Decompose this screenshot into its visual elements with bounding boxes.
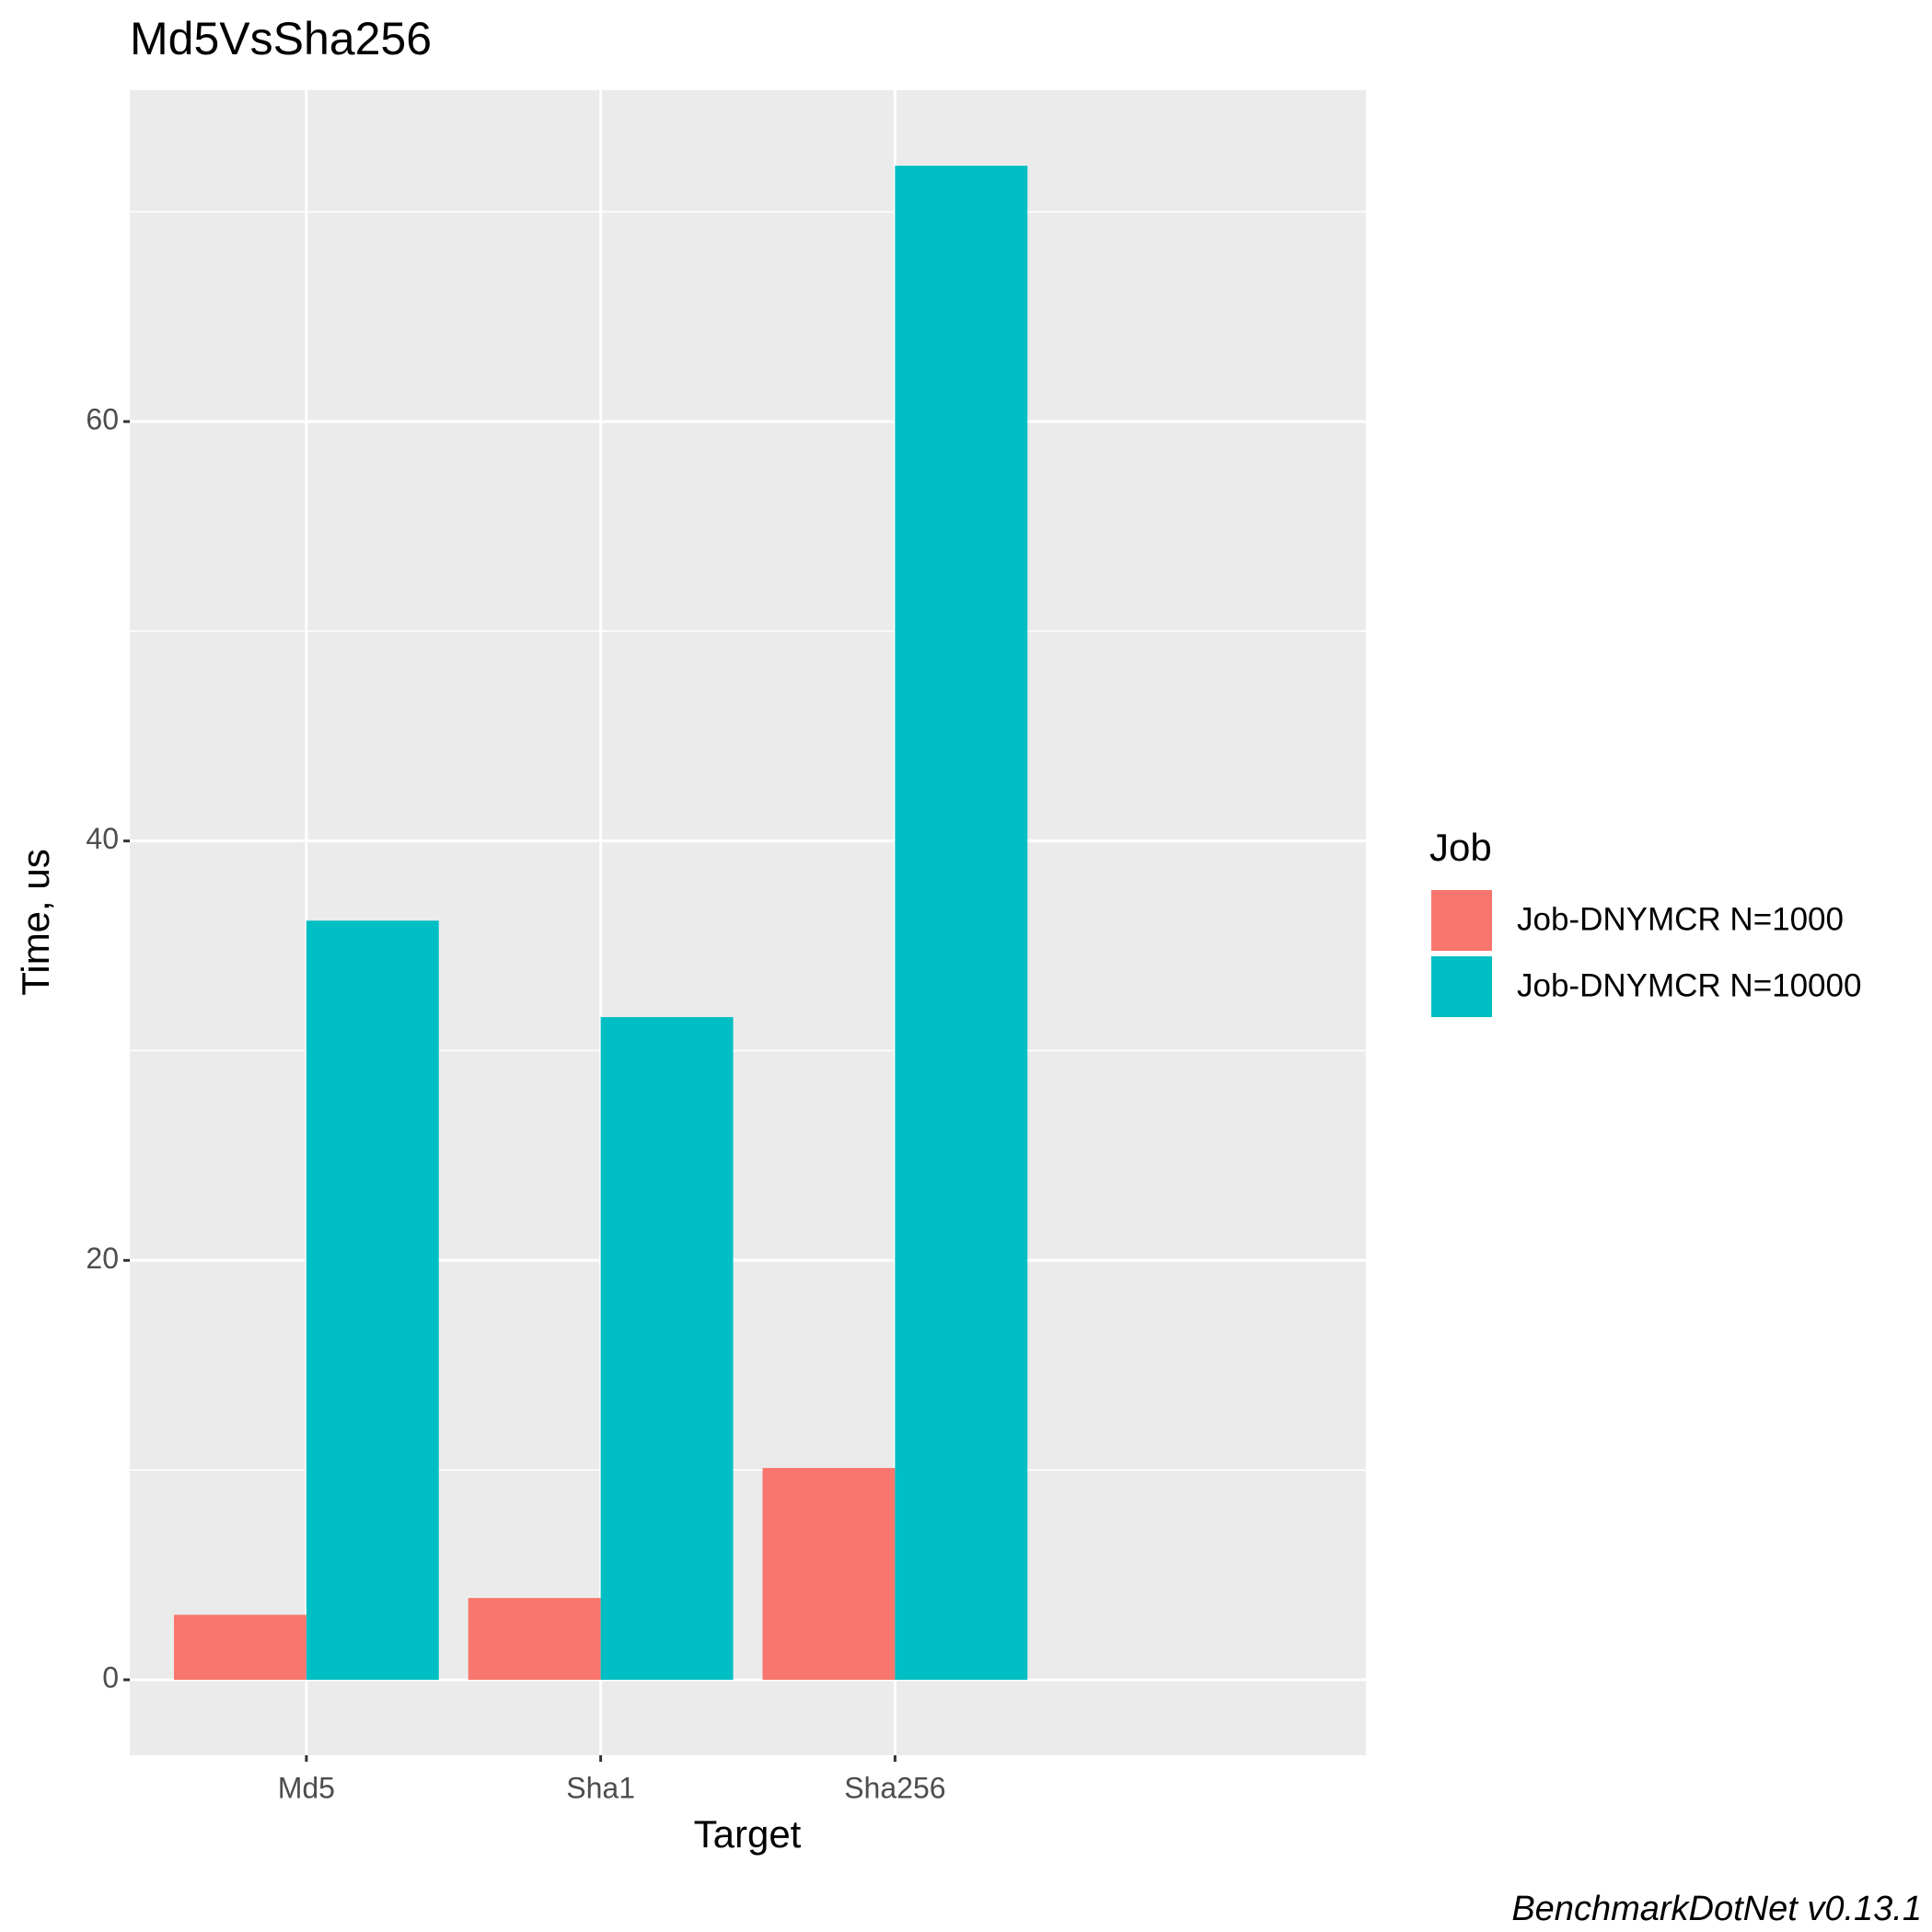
- bar: [306, 920, 439, 1680]
- legend-key: [1431, 890, 1492, 951]
- caption: BenchmarkDotNet v0.13.1: [1511, 1890, 1922, 1928]
- x-axis-title: Target: [694, 1812, 802, 1856]
- y-tick-label: 40: [86, 822, 119, 855]
- legend-label: Job-DNYMCR N=1000: [1517, 901, 1844, 937]
- x-tick-label: Sha256: [844, 1771, 945, 1804]
- y-axis-title: Time, us: [14, 849, 57, 995]
- bar: [895, 166, 1028, 1680]
- y-tick-label: 20: [86, 1242, 119, 1275]
- legend-key: [1431, 956, 1492, 1017]
- bar: [600, 1017, 734, 1680]
- bar: [173, 1614, 307, 1680]
- y-tick-label: 60: [86, 402, 119, 435]
- bar: [468, 1598, 601, 1680]
- chart-title: Md5VsSha256: [130, 13, 432, 64]
- x-tick-label: Md5: [278, 1771, 335, 1804]
- x-tick-label: Sha1: [566, 1771, 635, 1804]
- legend-title: Job: [1429, 826, 1492, 869]
- bar: [762, 1467, 896, 1680]
- legend-label: Job-DNYMCR N=10000: [1517, 967, 1861, 1003]
- y-tick-label: 0: [102, 1660, 119, 1694]
